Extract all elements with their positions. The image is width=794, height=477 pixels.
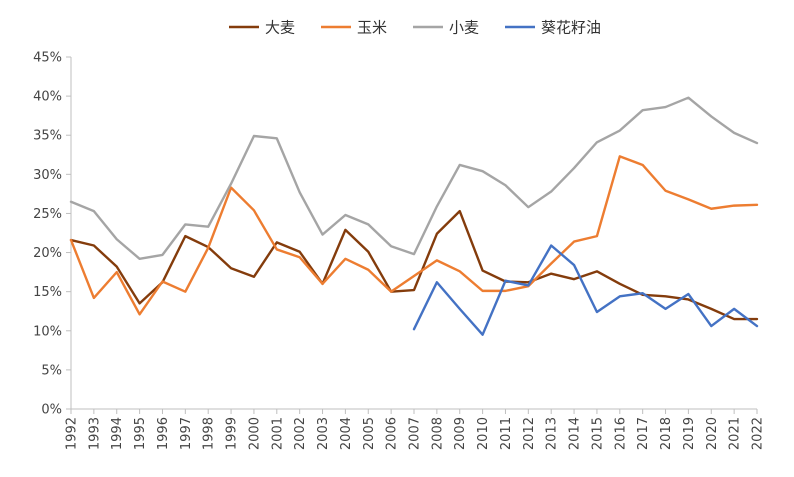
- x-tick-label: 2015: [590, 417, 605, 450]
- series-line: [69, 209, 759, 321]
- y-tick-label: 10%: [33, 324, 62, 339]
- x-tick-label: 2016: [613, 417, 628, 450]
- chart-legend: 大麦 玉米 小麦 葵花籽油: [229, 19, 601, 37]
- x-tick-label: 1993: [87, 417, 102, 450]
- x-tick-label: 2006: [385, 417, 400, 450]
- legend-label: 玉米: [357, 19, 387, 37]
- x-tick-label: 1994: [110, 417, 125, 450]
- x-axis: 1992 1993 1994 1995 1996 1997 1998 1999 2000 2001…: [65, 408, 766, 450]
- x-tick-label: 1997: [179, 417, 194, 450]
- x-tick-label: 1995: [133, 417, 148, 450]
- legend-item: 大麦: [229, 19, 295, 37]
- y-axis: 0% 5% 10% 15% 20% 25% 30% 35% 40% 45%: [33, 51, 72, 418]
- y-tick-label: 15%: [33, 285, 62, 300]
- y-tick-label: 40%: [33, 90, 62, 105]
- x-tick-label: 1992: [65, 417, 80, 450]
- series-line: [412, 244, 759, 336]
- series-group: [69, 96, 759, 336]
- legend-item: 小麦: [413, 19, 479, 37]
- series-line: [69, 96, 759, 261]
- x-tick-label: 2010: [476, 417, 491, 450]
- y-tick-label: 5%: [41, 363, 62, 378]
- x-tick-label: 2004: [339, 417, 354, 450]
- x-tick-label: 2002: [293, 417, 308, 450]
- series-line: [69, 155, 759, 316]
- x-tick-label: 2005: [362, 417, 377, 450]
- legend-label: 大麦: [265, 19, 295, 37]
- legend-label: 小麦: [449, 19, 479, 37]
- legend-item: 葵花籽油: [505, 19, 601, 37]
- x-tick-label: 2013: [545, 417, 560, 450]
- x-tick-label: 2017: [636, 417, 651, 450]
- y-tick-label: 0%: [41, 403, 62, 418]
- x-tick-label: 2018: [659, 417, 674, 450]
- x-tick-label: 2019: [682, 417, 697, 450]
- legend-label: 葵花籽油: [541, 19, 601, 37]
- x-tick-label: 2008: [430, 417, 445, 450]
- x-tick-label: 2001: [270, 417, 285, 450]
- x-tick-label: 1999: [225, 417, 240, 450]
- y-tick-label: 45%: [33, 51, 62, 66]
- x-tick-label: 1998: [202, 417, 217, 450]
- y-tick-label: 20%: [33, 246, 62, 261]
- x-tick-label: 2009: [453, 417, 468, 450]
- x-tick-label: 2022: [751, 417, 766, 450]
- x-tick-label: 2007: [408, 417, 423, 450]
- x-tick-label: 1996: [156, 417, 171, 450]
- x-tick-label: 2021: [728, 417, 743, 450]
- legend-item: 玉米: [321, 19, 387, 37]
- y-tick-label: 25%: [33, 207, 62, 222]
- y-tick-label: 35%: [33, 129, 62, 144]
- x-tick-label: 2000: [247, 417, 262, 450]
- x-tick-label: 2020: [705, 417, 720, 450]
- x-tick-label: 2014: [568, 417, 583, 450]
- x-tick-label: 2012: [522, 417, 537, 450]
- y-tick-label: 30%: [33, 168, 62, 183]
- x-tick-label: 2003: [316, 417, 331, 450]
- x-tick-label: 2011: [499, 417, 514, 450]
